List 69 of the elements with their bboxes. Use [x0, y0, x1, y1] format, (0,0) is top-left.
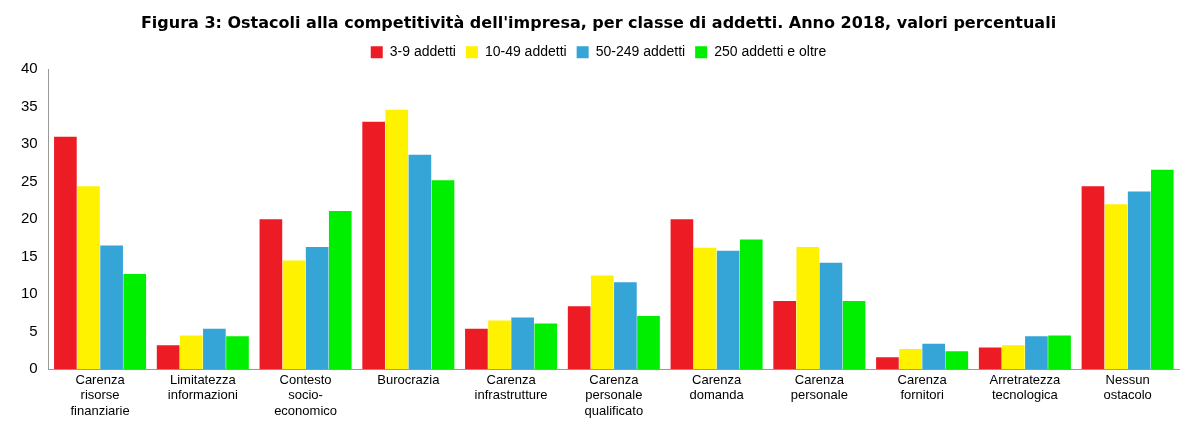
y-tick-label: 10	[21, 284, 38, 302]
bar	[590, 275, 614, 370]
x-tick-label: Nessun ostacolo	[1103, 371, 1152, 403]
x-tick-label: Limitatezza informazioni	[167, 371, 238, 403]
bar	[282, 260, 306, 370]
bar	[1025, 336, 1048, 370]
bar	[226, 336, 249, 370]
x-tick-label: Arretratezza tecnologica	[989, 371, 1062, 403]
bar	[385, 109, 409, 370]
x-tick-label: Carenza fornitori	[897, 371, 948, 403]
bar	[670, 219, 694, 370]
legend-label: 10-49 addetti	[484, 43, 567, 60]
bar	[77, 186, 100, 370]
bar	[978, 347, 1002, 370]
bar	[693, 247, 717, 370]
bar	[1001, 345, 1025, 370]
bar	[1127, 191, 1151, 370]
bar	[488, 320, 511, 370]
bar	[876, 357, 899, 370]
x-tick-label: Carenza personale	[790, 371, 848, 403]
bar	[203, 328, 226, 370]
y-tick-label: 0	[29, 359, 38, 377]
bar	[408, 154, 432, 370]
y-tick-label: 20	[21, 209, 38, 227]
bar	[534, 323, 558, 370]
bar	[431, 180, 455, 370]
bar	[100, 245, 123, 370]
legend-label: 50-249 addetti	[595, 43, 686, 60]
bar	[716, 250, 740, 370]
legend-label: 3-9 addetti	[389, 43, 456, 60]
legend-label: 250 addetti e oltre	[714, 43, 827, 60]
bar	[945, 351, 969, 370]
x-tick-label: Carenza risorse finanziarie	[70, 371, 130, 418]
bar	[1081, 186, 1105, 370]
bar	[1104, 204, 1128, 370]
bar	[796, 246, 820, 370]
bar	[773, 300, 796, 370]
x-tick-label: Contesto socio-economico	[274, 371, 338, 418]
chart-title: Figura 3: Ostacoli alla competitività dell'impresa, per classe di addetti. Anno 2018, valori percentuali	[140, 12, 1057, 32]
y-tick-label: 25	[21, 171, 38, 189]
bar	[1048, 335, 1071, 370]
y-tick-label: 15	[21, 246, 38, 264]
bar	[1150, 169, 1174, 370]
bar	[305, 246, 329, 370]
bar	[614, 282, 637, 370]
bar	[362, 121, 385, 370]
bar	[123, 273, 147, 370]
x-tick-label: Carenza domanda	[689, 371, 745, 403]
bar	[819, 262, 843, 370]
bar	[259, 219, 283, 370]
bar	[637, 315, 660, 370]
bar	[328, 210, 352, 370]
bar	[511, 317, 534, 370]
bar	[156, 345, 180, 370]
bar	[179, 335, 203, 370]
bar	[54, 136, 77, 370]
y-tick-label: 40	[21, 59, 38, 77]
x-tick-label: Carenza infrastrutture	[474, 371, 548, 403]
bar	[465, 328, 488, 370]
x-tick-label: Burocrazia	[377, 371, 441, 387]
bar	[899, 348, 922, 370]
y-tick-label: 30	[21, 134, 38, 152]
y-tick-label: 35	[21, 96, 38, 114]
y-tick-label: 5	[29, 321, 38, 339]
bar	[739, 239, 763, 370]
bar	[842, 300, 866, 370]
x-tick-label: Carenza personale qualificato	[584, 371, 644, 418]
bar	[922, 343, 945, 370]
bar	[567, 306, 591, 370]
